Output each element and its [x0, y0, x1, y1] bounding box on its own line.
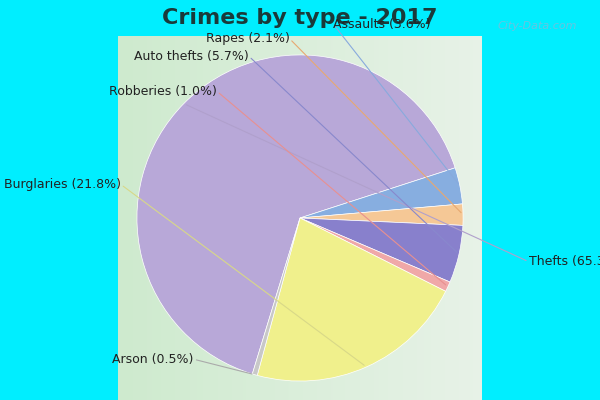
Text: Crimes by type - 2017: Crimes by type - 2017 — [162, 8, 438, 28]
Text: Assaults (3.6%): Assaults (3.6%) — [334, 18, 431, 31]
Wedge shape — [300, 218, 463, 282]
Wedge shape — [257, 218, 446, 381]
Wedge shape — [300, 168, 463, 218]
Wedge shape — [137, 55, 455, 374]
Text: Robberies (1.0%): Robberies (1.0%) — [109, 85, 217, 98]
Wedge shape — [253, 218, 300, 375]
Text: City-Data.com: City-Data.com — [497, 22, 577, 32]
Text: Rapes (2.1%): Rapes (2.1%) — [206, 32, 290, 46]
Text: Auto thefts (5.7%): Auto thefts (5.7%) — [134, 50, 249, 63]
Text: Arson (0.5%): Arson (0.5%) — [112, 353, 194, 366]
Text: Thefts (65.3%): Thefts (65.3%) — [529, 255, 600, 268]
Text: Burglaries (21.8%): Burglaries (21.8%) — [4, 178, 121, 191]
Wedge shape — [300, 204, 463, 225]
Wedge shape — [300, 218, 450, 291]
